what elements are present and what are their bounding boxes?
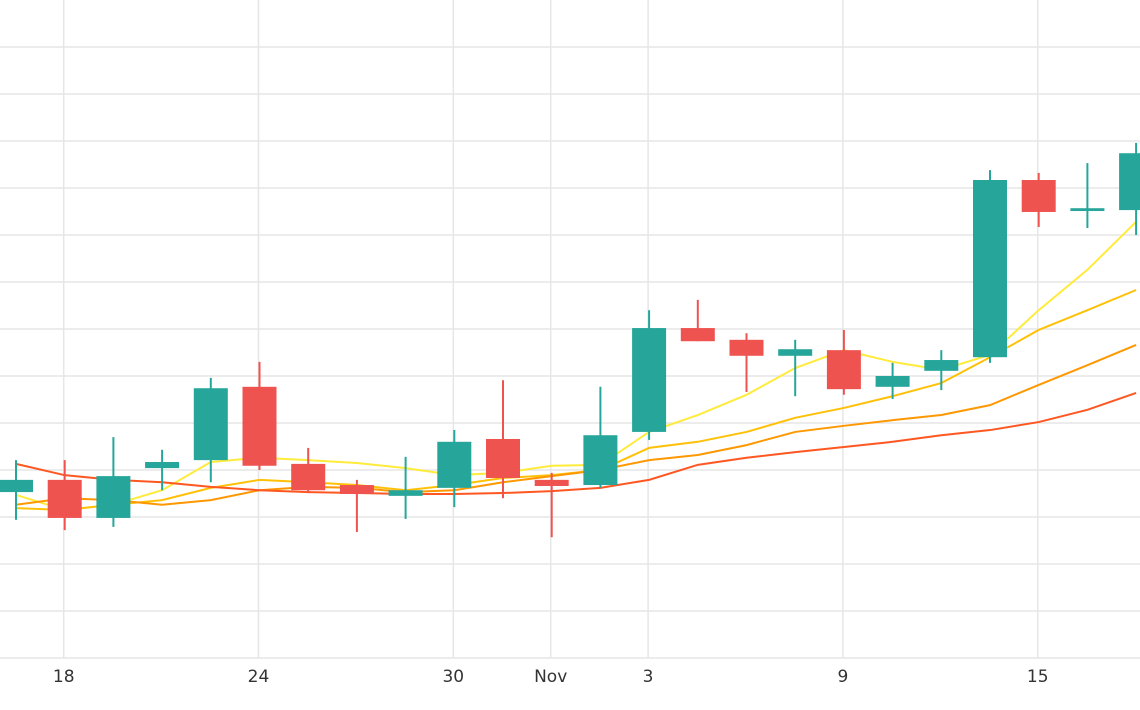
x-tick-label: 15 <box>1027 667 1049 687</box>
candle-body <box>778 349 813 356</box>
x-tick-label: 18 <box>53 667 75 687</box>
candle-body <box>486 438 520 478</box>
candle-body <box>632 328 667 432</box>
x-tick-label: 30 <box>442 667 464 687</box>
moving-average-line <box>15 391 1137 495</box>
candle-body <box>1021 180 1056 212</box>
candle-body <box>583 435 618 486</box>
candle-body <box>96 476 131 518</box>
candle-body <box>0 479 33 493</box>
candle-body <box>145 462 180 469</box>
moving-average-line <box>15 344 1137 506</box>
candle-body <box>47 479 82 518</box>
moving-average-line <box>15 221 1137 511</box>
candles <box>0 142 1140 538</box>
candle-body <box>826 350 861 390</box>
candle-body <box>339 485 374 494</box>
x-tick-label: 3 <box>643 667 654 687</box>
candle-body <box>193 388 228 461</box>
candle-body <box>291 463 326 491</box>
candle-body <box>534 479 569 486</box>
candle-body <box>924 360 959 371</box>
candle-body <box>680 328 715 342</box>
candle-body <box>437 441 472 488</box>
grid <box>0 0 1140 659</box>
x-tick-label: Nov <box>534 667 567 687</box>
candle-body <box>1119 153 1140 211</box>
x-tick-label: 9 <box>837 667 848 687</box>
candle-body <box>242 386 277 466</box>
candle-body <box>1070 208 1105 212</box>
candle-body <box>875 376 910 387</box>
candle-body <box>729 339 764 356</box>
candle-body <box>388 490 423 496</box>
x-tick-label: 24 <box>248 667 270 687</box>
candle-body <box>973 180 1007 358</box>
x-axis-labels: 18 24 30 Nov 3 9 15 <box>53 667 1049 687</box>
moving-averages <box>15 221 1137 511</box>
